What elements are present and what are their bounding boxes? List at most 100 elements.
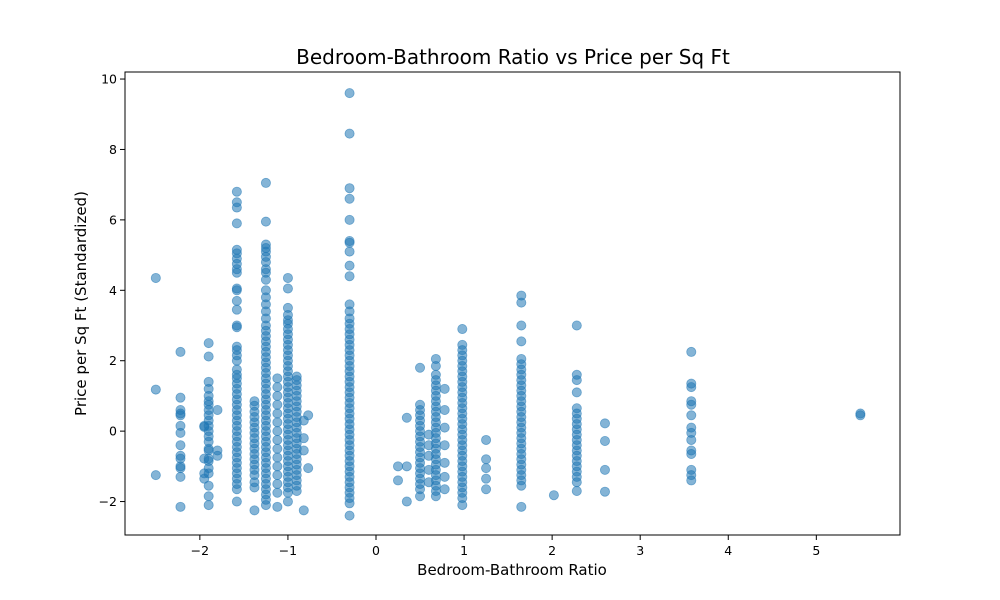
- data-point: [272, 461, 283, 472]
- data-point: [231, 484, 242, 495]
- scatter-points: [150, 88, 866, 521]
- data-point: [282, 283, 293, 294]
- data-point: [439, 440, 450, 451]
- data-point: [344, 510, 355, 521]
- data-point: [516, 501, 527, 512]
- data-point: [175, 471, 186, 482]
- data-point: [298, 505, 309, 516]
- data-point: [686, 434, 697, 445]
- y-axis: −2 0 2 4 6 8 10: [99, 72, 125, 509]
- data-point: [175, 463, 186, 474]
- data-point: [231, 496, 242, 507]
- data-point: [401, 461, 412, 472]
- data-point: [231, 322, 242, 333]
- y-tick-label: 10: [101, 72, 117, 87]
- data-point: [439, 484, 450, 495]
- data-point: [175, 410, 186, 421]
- y-tick-label: 4: [109, 283, 117, 298]
- data-point: [571, 375, 582, 386]
- data-point: [231, 186, 242, 197]
- data-point: [415, 491, 426, 502]
- data-point: [344, 498, 355, 509]
- data-point: [481, 454, 492, 465]
- data-point: [599, 486, 610, 497]
- data-point: [272, 426, 283, 437]
- x-tick-label: 5: [812, 543, 820, 558]
- data-point: [231, 295, 242, 306]
- data-point: [272, 408, 283, 419]
- data-point: [231, 285, 242, 296]
- data-point: [175, 440, 186, 451]
- y-tick-label: 6: [109, 212, 117, 227]
- data-point: [401, 496, 412, 507]
- data-point: [272, 478, 283, 489]
- data-point: [272, 399, 283, 410]
- data-point: [393, 475, 404, 486]
- data-point: [481, 434, 492, 445]
- data-point: [571, 485, 582, 496]
- data-point: [599, 435, 610, 446]
- data-point: [401, 412, 412, 423]
- data-point: [231, 202, 242, 213]
- data-point: [439, 405, 450, 416]
- data-point: [855, 410, 866, 421]
- data-point: [298, 445, 309, 456]
- data-point: [430, 360, 441, 371]
- data-point: [344, 260, 355, 271]
- x-tick-label: 4: [724, 543, 732, 558]
- data-point: [272, 487, 283, 498]
- data-point: [344, 271, 355, 282]
- data-point: [481, 473, 492, 484]
- data-point: [686, 399, 697, 410]
- plot-frame: [124, 71, 901, 536]
- data-point: [282, 272, 293, 283]
- data-point: [272, 470, 283, 481]
- data-point: [175, 392, 186, 403]
- x-tick-label: 2: [548, 543, 556, 558]
- data-point: [203, 500, 214, 511]
- data-point: [599, 418, 610, 429]
- data-point: [260, 274, 271, 285]
- data-point: [175, 346, 186, 357]
- data-point: [249, 505, 260, 516]
- data-point: [272, 390, 283, 401]
- data-point: [344, 237, 355, 248]
- x-tick-label: 1: [460, 543, 468, 558]
- y-tick-label: −2: [99, 494, 117, 509]
- data-point: [430, 491, 441, 502]
- data-point: [686, 410, 697, 421]
- data-point: [272, 452, 283, 463]
- data-point: [249, 482, 260, 493]
- data-point: [282, 496, 293, 507]
- x-tick-label: 0: [372, 543, 380, 558]
- data-point: [457, 500, 468, 511]
- data-point: [203, 351, 214, 362]
- data-point: [203, 338, 214, 349]
- data-point: [439, 471, 450, 482]
- data-point: [344, 246, 355, 257]
- data-point: [272, 382, 283, 393]
- data-point: [571, 387, 582, 398]
- data-point: [260, 177, 271, 188]
- data-point: [175, 501, 186, 512]
- y-tick-label: 8: [109, 142, 117, 157]
- data-point: [150, 384, 161, 395]
- data-point: [231, 355, 242, 366]
- data-point: [303, 463, 314, 474]
- data-point: [344, 128, 355, 139]
- data-point: [393, 461, 404, 472]
- data-point: [481, 463, 492, 474]
- data-point: [686, 382, 697, 393]
- x-tick-label: −1: [279, 543, 297, 558]
- data-point: [516, 480, 527, 491]
- data-point: [439, 457, 450, 468]
- data-point: [260, 500, 271, 511]
- data-point: [439, 383, 450, 394]
- data-point: [272, 434, 283, 445]
- data-point: [516, 297, 527, 308]
- data-point: [231, 304, 242, 315]
- data-point: [457, 324, 468, 335]
- data-point: [272, 373, 283, 384]
